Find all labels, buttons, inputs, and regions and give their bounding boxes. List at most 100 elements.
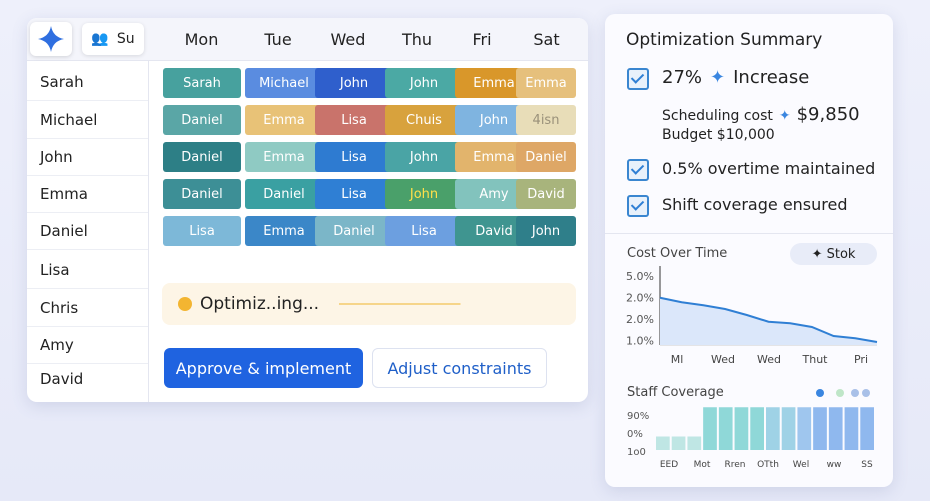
shift-cell[interactable]: Emma (245, 142, 323, 172)
shift-cell[interactable]: Lisa (315, 179, 393, 209)
increase-value: 27% (662, 67, 703, 88)
shift-cell[interactable]: John (385, 142, 463, 172)
x-tick-label: OTth (757, 460, 779, 470)
cost-label: Scheduling cost (662, 108, 773, 124)
day-label: Fri (472, 30, 492, 49)
shift-cell[interactable]: John (385, 179, 463, 209)
staff-name: Sarah (40, 73, 84, 91)
x-tick-label: Thut (802, 353, 829, 366)
shift-cell[interactable]: Daniel (516, 142, 576, 172)
bar (718, 407, 733, 450)
shift-cell[interactable]: Daniel (245, 179, 323, 209)
x-tick-label: Ml (671, 353, 684, 366)
y-tick-label: 2.0% (626, 313, 654, 326)
shift-cell[interactable]: John (516, 216, 576, 246)
increase-label: Increase (733, 67, 810, 88)
shift-cell[interactable]: Lisa (315, 142, 393, 172)
x-tick-label: Wed (711, 353, 735, 366)
x-tick-label: EED (660, 460, 678, 470)
shift-cell[interactable]: 4isn (516, 105, 576, 135)
shift-cell[interactable]: Michael (245, 68, 323, 98)
cost-value: $9,850 (796, 104, 860, 125)
divider (148, 60, 149, 402)
shift-cell[interactable]: Sarah (163, 68, 241, 98)
x-tick-label: Pri (854, 353, 868, 366)
bar (687, 436, 702, 450)
shift-cell[interactable]: Emma (516, 68, 576, 98)
staff-name: John (40, 148, 73, 166)
shift-cell[interactable]: Chuis (385, 105, 463, 135)
shift-cell[interactable]: Lisa (385, 216, 463, 246)
approve-button[interactable]: Approve & implement (164, 348, 363, 388)
checkbox[interactable] (627, 68, 649, 90)
y-tick-label: 1.0% (626, 335, 654, 348)
x-tick-label: ww (827, 460, 842, 470)
ai-button[interactable] (30, 22, 72, 56)
adjust-button[interactable]: Adjust constraints (372, 348, 547, 388)
staff-name: Emma (40, 185, 88, 203)
y-tick-label: 1o0 (627, 447, 646, 458)
shift-cell[interactable]: David (516, 179, 576, 209)
shift-cell[interactable]: Daniel (315, 216, 393, 246)
bar (844, 407, 859, 450)
chart-title: Staff Coverage (627, 385, 724, 400)
legend-dot (816, 389, 824, 397)
people-icon: 👥 (91, 31, 109, 47)
budget: Budget $10,000 (662, 127, 775, 143)
day-label: Sat (533, 30, 560, 49)
bar (781, 407, 796, 450)
sparkle: ✦ (778, 108, 791, 124)
bar (734, 407, 749, 450)
x-tick-label: Mot (694, 460, 711, 470)
shift-cell[interactable]: Emma (245, 105, 323, 135)
shift-cell[interactable]: Daniel (163, 142, 241, 172)
bar (860, 407, 874, 450)
divider (605, 233, 893, 234)
bar (797, 407, 812, 450)
bar (813, 407, 827, 450)
legend-dot (851, 389, 859, 397)
badge[interactable]: ✦ Stok (790, 243, 877, 265)
bar (750, 407, 764, 450)
row-line (27, 288, 148, 289)
y-tick-label: 90% (627, 411, 649, 422)
day-label: Wed (330, 30, 366, 49)
checkbox[interactable] (627, 195, 649, 217)
x-tick-label: Wel (793, 460, 809, 470)
shift-cell[interactable]: Emma (245, 216, 323, 246)
x-tick-label: Rren (725, 460, 746, 470)
day-label: Thu (401, 30, 433, 49)
day-label: Tue (264, 30, 292, 49)
progress (339, 303, 560, 305)
chart-title: Cost Over Time (627, 246, 728, 261)
badge-label: Stok (826, 246, 856, 262)
shift-cell[interactable]: Daniel (163, 179, 241, 209)
status-icon (178, 297, 192, 311)
bar (671, 436, 686, 450)
tab[interactable]: 👥 Su (82, 23, 144, 55)
staff-name: Michael (40, 111, 98, 129)
shift-cell[interactable]: Lisa (163, 216, 241, 246)
coverage: Shift coverage ensured (662, 195, 848, 214)
shift-cell[interactable]: John (385, 68, 463, 98)
checkbox[interactable] (627, 159, 649, 181)
status-bar: Optimiz..ing... (162, 283, 576, 325)
shift-cell[interactable]: Lisa (315, 105, 393, 135)
row-line (27, 138, 148, 139)
sparkle-icon (38, 26, 64, 52)
bar (828, 407, 843, 450)
status-text: Optimiz..ing... (200, 294, 320, 314)
day-label: Mon (184, 30, 219, 49)
legend-dot (862, 389, 870, 397)
overtime: 0.5% overtime maintained (662, 159, 876, 178)
staff-name: Daniel (40, 222, 88, 240)
bar (766, 407, 780, 450)
row-line (27, 175, 148, 176)
sparkle: ✦ (710, 67, 726, 88)
shift-cell[interactable]: John (315, 68, 393, 98)
shift-cell[interactable]: Daniel (163, 105, 241, 135)
staff-name: Lisa (40, 261, 70, 279)
row-line (27, 249, 148, 250)
tab-label: Su (116, 31, 135, 47)
